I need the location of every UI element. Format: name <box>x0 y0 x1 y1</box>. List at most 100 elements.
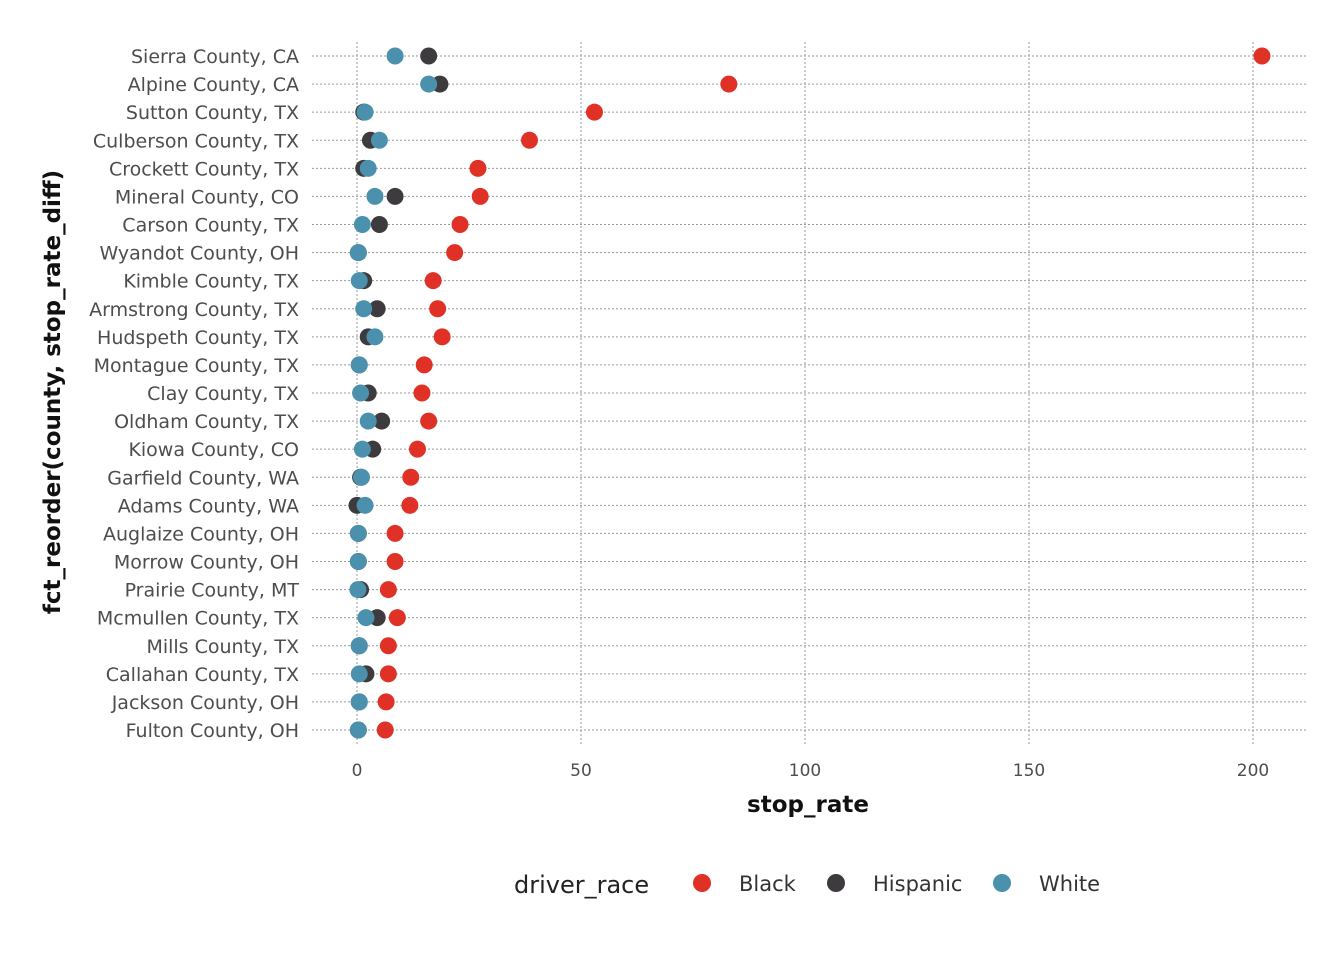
point-black <box>720 75 738 93</box>
legend-key-white <box>993 874 1011 892</box>
point-white <box>349 524 367 542</box>
point-white <box>359 412 377 430</box>
y-tick-label: Callahan County, TX <box>106 664 299 686</box>
point-white <box>355 300 373 318</box>
point-white <box>352 384 370 402</box>
y-tick-label: Mcmullen County, TX <box>97 608 299 630</box>
legend-key-black <box>693 874 711 892</box>
point-black <box>469 159 487 177</box>
point-black <box>376 721 394 739</box>
point-white <box>420 75 438 93</box>
point-white <box>356 103 374 121</box>
point-white <box>366 187 384 205</box>
legend-label-hispanic: Hispanic <box>873 872 962 896</box>
y-tick-label: Fulton County, OH <box>126 720 299 742</box>
legend-label-white: White <box>1039 872 1100 896</box>
point-black <box>386 553 404 570</box>
point-black <box>429 300 447 318</box>
x-tick-labels: 0 50 100 150 200 <box>352 761 1270 781</box>
y-axis-title: fct_reorder(county, stop_rate_diff) <box>40 170 66 614</box>
point-black <box>451 216 469 233</box>
point-black <box>471 187 489 205</box>
point-black <box>415 356 433 374</box>
point-white <box>370 131 388 149</box>
y-tick-label: Mineral County, CO <box>115 186 299 208</box>
legend-title: driver_race <box>514 871 649 899</box>
y-tick-label: Carson County, TX <box>122 215 299 237</box>
point-black <box>379 637 397 655</box>
y-tick-label: Culberson County, TX <box>93 130 299 152</box>
x-tick-label: 100 <box>789 761 821 781</box>
y-tick-label: Kimble County, TX <box>123 271 299 293</box>
x-tick-label: 0 <box>352 761 363 781</box>
point-hispanic <box>370 216 388 233</box>
point-white <box>350 665 368 683</box>
point-white <box>350 272 368 290</box>
point-white <box>349 244 367 262</box>
legend-label-black: Black <box>739 872 797 896</box>
data-points <box>348 47 1271 739</box>
grid-lines <box>312 42 1306 744</box>
y-tick-label: Jackson County, OH <box>111 692 299 714</box>
point-black <box>379 581 397 599</box>
point-black <box>377 693 395 711</box>
y-tick-label: Hudspeth County, TX <box>97 327 299 349</box>
point-black <box>424 272 442 290</box>
y-tick-label: Adams County, WA <box>118 495 299 517</box>
y-tick-label: Alpine County, CA <box>128 74 299 96</box>
point-hispanic <box>420 47 438 65</box>
y-tick-label: Clay County, TX <box>147 383 299 405</box>
point-white <box>386 47 404 65</box>
point-hispanic <box>386 187 404 205</box>
point-white <box>350 693 368 711</box>
point-white <box>349 581 367 599</box>
legend: driver_race Black Hispanic White <box>514 871 1100 899</box>
y-tick-label: Montague County, TX <box>94 355 299 377</box>
legend-key-hispanic <box>827 874 845 892</box>
y-tick-label: Morrow County, OH <box>114 552 299 574</box>
x-tick-label: 200 <box>1237 761 1269 781</box>
point-black <box>386 524 404 542</box>
x-tick-label: 150 <box>1013 761 1045 781</box>
y-tick-label: Wyandot County, OH <box>99 243 299 265</box>
y-tick-labels: Sierra County, CA Alpine County, CA Sutton… <box>89 46 299 742</box>
y-tick-label: Auglaize County, OH <box>103 523 299 545</box>
y-tick-label: Mills County, TX <box>146 636 299 658</box>
point-black <box>433 328 451 346</box>
point-white <box>349 721 367 739</box>
y-tick-label: Garfield County, WA <box>107 467 299 489</box>
point-white <box>353 216 371 233</box>
point-white <box>357 609 375 627</box>
point-black <box>413 384 431 402</box>
y-tick-label: Prairie County, MT <box>125 580 300 602</box>
point-black <box>1253 47 1271 65</box>
point-white <box>349 553 367 570</box>
point-white <box>353 440 371 458</box>
point-white <box>356 496 374 514</box>
point-black <box>585 103 603 121</box>
point-hispanic <box>368 300 386 318</box>
point-white <box>366 328 384 346</box>
x-axis-title: stop_rate <box>747 792 869 818</box>
y-tick-label: Sutton County, TX <box>126 102 299 124</box>
y-tick-label: Kiowa County, CO <box>128 439 299 461</box>
point-black <box>388 609 406 627</box>
point-black <box>401 496 419 514</box>
x-tick-label: 50 <box>570 761 592 781</box>
point-hispanic <box>373 412 391 430</box>
point-black <box>420 412 438 430</box>
y-tick-label: Sierra County, CA <box>131 46 299 68</box>
point-white <box>350 637 368 655</box>
y-tick-label: Armstrong County, TX <box>89 299 299 321</box>
point-black <box>408 440 426 458</box>
point-black <box>402 468 420 486</box>
point-black <box>446 244 464 262</box>
point-white <box>352 468 370 486</box>
point-black <box>520 131 538 149</box>
y-tick-label: Crockett County, TX <box>109 158 299 180</box>
point-black <box>379 665 397 683</box>
point-white <box>350 356 368 374</box>
y-tick-label: Oldham County, TX <box>114 411 299 433</box>
point-white <box>359 159 377 177</box>
